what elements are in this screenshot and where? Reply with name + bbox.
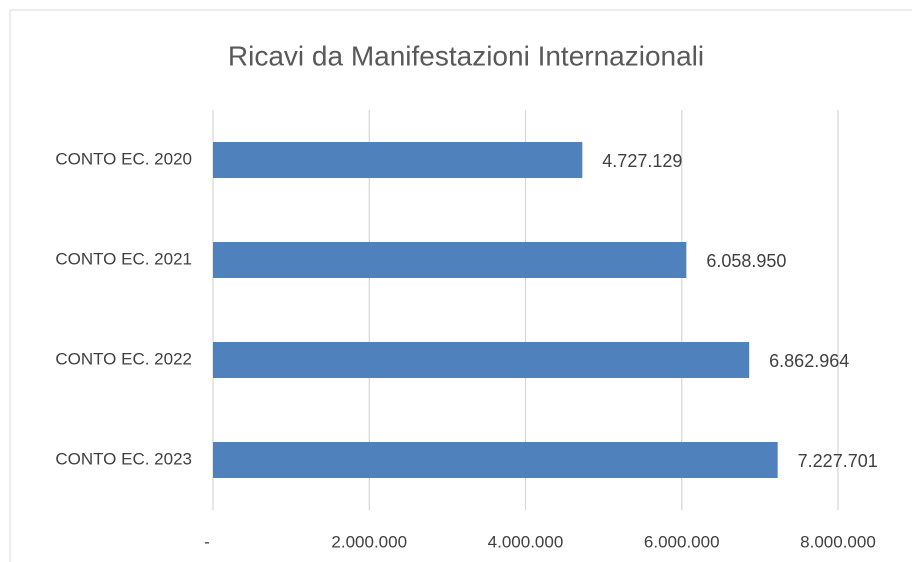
chart-title: Ricavi da Manifestazioni Internazionali bbox=[228, 40, 704, 71]
bar bbox=[213, 442, 778, 478]
bar bbox=[213, 342, 750, 378]
chart-frame bbox=[9, 9, 912, 562]
x-tick-label: 4.000.000 bbox=[488, 532, 564, 551]
x-tick-label: - bbox=[204, 532, 210, 551]
data-label: 6.862.964 bbox=[769, 351, 849, 371]
y-tick-label: CONTO EC. 2020 bbox=[55, 149, 192, 168]
x-tick-label: 2.000.000 bbox=[331, 532, 407, 551]
x-tick-label: 6.000.000 bbox=[644, 532, 720, 551]
y-tick-label: CONTO EC. 2022 bbox=[55, 349, 192, 368]
y-tick-label: CONTO EC. 2021 bbox=[55, 249, 192, 268]
y-tick-label: CONTO EC. 2023 bbox=[55, 449, 192, 468]
data-label: 4.727.129 bbox=[602, 151, 682, 171]
bar bbox=[213, 142, 583, 178]
data-label: 7.227.701 bbox=[798, 451, 878, 471]
data-label: 6.058.950 bbox=[706, 251, 786, 271]
x-tick-label: 8.000.000 bbox=[800, 532, 876, 551]
bar bbox=[213, 242, 687, 278]
